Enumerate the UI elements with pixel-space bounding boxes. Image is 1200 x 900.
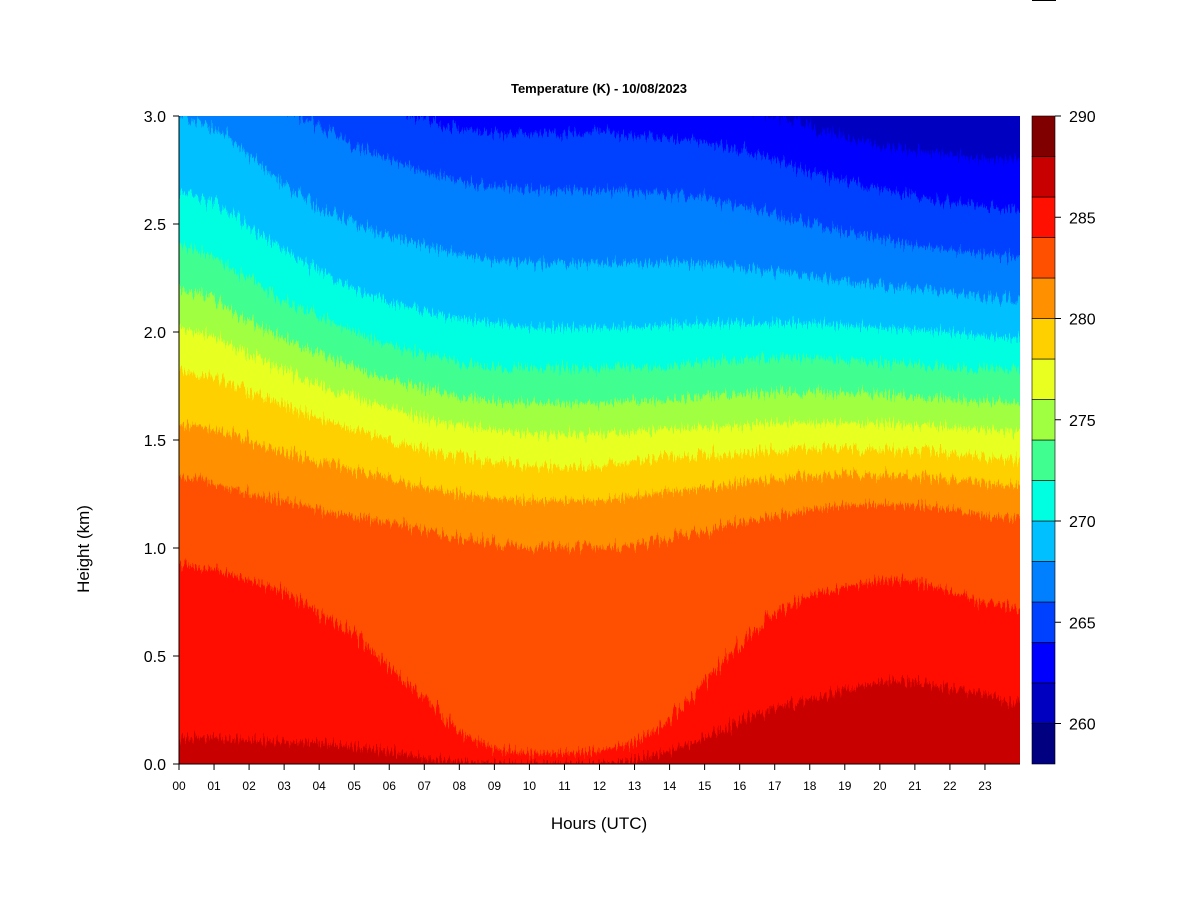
contour-band xyxy=(774,116,1020,160)
colorbar: 260 265 270 275 280 285 290 xyxy=(1031,109,1096,765)
colorbar-tick-label: 290 xyxy=(1069,109,1096,126)
x-tick-label: 12 xyxy=(593,779,607,793)
y-tick-label: 1.0 xyxy=(144,541,166,558)
colorbar-segment xyxy=(1031,156,1056,198)
y-tick-label: 2.5 xyxy=(144,217,166,234)
corner-mark xyxy=(1032,0,1056,1)
x-tick-label: 00 xyxy=(172,779,186,793)
colorbar-segment xyxy=(1031,520,1056,562)
x-tick-label: 10 xyxy=(523,779,537,793)
colorbar-segment xyxy=(1031,399,1056,441)
x-tick-label: 05 xyxy=(348,779,362,793)
x-tick-label: 22 xyxy=(943,779,957,793)
colorbar-segment xyxy=(1031,196,1056,238)
colorbar-segment xyxy=(1031,439,1056,481)
x-tick-label: 03 xyxy=(277,779,291,793)
colorbar-tick-label: 265 xyxy=(1069,615,1096,632)
colorbar-segment xyxy=(1031,642,1056,684)
colorbar-segment xyxy=(1031,237,1056,279)
colorbar-segment xyxy=(1031,277,1056,319)
colorbar-segment xyxy=(1031,115,1056,157)
colorbar-tick-label: 280 xyxy=(1069,312,1096,329)
colorbar-tick-label: 270 xyxy=(1069,514,1096,531)
plot-area xyxy=(179,116,1020,764)
y-tick-label: 0.0 xyxy=(144,757,166,774)
x-tick-label: 06 xyxy=(383,779,397,793)
x-axis-label: Hours (UTC) xyxy=(551,814,647,833)
y-tick-label: 2.0 xyxy=(144,325,166,342)
x-tick-label: 01 xyxy=(207,779,221,793)
x-tick-label: 04 xyxy=(312,779,326,793)
colorbar-tick-label: 275 xyxy=(1069,413,1096,430)
x-axis: 00 01 02 03 04 05 06 07 08 09 10 11 12 13 14 15 16 17 18 19… xyxy=(172,763,1020,793)
x-tick-label: 15 xyxy=(698,779,712,793)
y-axis: 0.0 0.5 1.0 1.5 2.0 2.5 3.0 xyxy=(144,109,180,774)
x-tick-label: 16 xyxy=(733,779,747,793)
colorbar-segment xyxy=(1031,480,1056,522)
x-tick-label: 23 xyxy=(978,779,992,793)
y-tick-label: 3.0 xyxy=(144,109,166,126)
x-tick-label: 02 xyxy=(242,779,256,793)
chart-title: Temperature (K) - 10/08/2023 xyxy=(511,81,687,96)
x-tick-label: 19 xyxy=(838,779,852,793)
x-tick-label: 21 xyxy=(908,779,922,793)
y-tick-label: 1.5 xyxy=(144,433,166,450)
x-tick-label: 13 xyxy=(628,779,642,793)
x-tick-label: 09 xyxy=(488,779,502,793)
colorbar-segment xyxy=(1031,601,1056,643)
colorbar-segment xyxy=(1031,358,1056,400)
x-tick-label: 11 xyxy=(558,779,571,793)
y-tick-label: 0.5 xyxy=(144,649,166,666)
colorbar-tick-label: 285 xyxy=(1069,210,1096,227)
x-tick-label: 20 xyxy=(873,779,887,793)
y-axis-label: Height (km) xyxy=(74,505,93,593)
colorbar-tick-label: 260 xyxy=(1069,717,1096,734)
x-tick-label: 08 xyxy=(453,779,467,793)
colorbar-segment xyxy=(1031,561,1056,603)
colorbar-segment xyxy=(1031,682,1056,724)
colorbar-segment xyxy=(1031,723,1056,765)
x-tick-label: 17 xyxy=(768,779,782,793)
x-tick-label: 14 xyxy=(663,779,677,793)
x-tick-label: 07 xyxy=(418,779,432,793)
x-tick-label: 18 xyxy=(803,779,817,793)
colorbar-segment xyxy=(1031,318,1056,360)
